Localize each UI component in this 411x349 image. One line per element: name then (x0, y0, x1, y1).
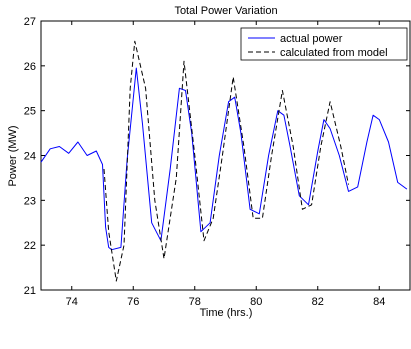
y-tick-label: 26 (24, 61, 36, 73)
y-axis-label: Power (MW) (7, 125, 19, 186)
y-tick-label: 23 (24, 195, 36, 207)
legend: actual power calculated from model (240, 27, 408, 61)
x-tick-label: 74 (66, 296, 78, 308)
plot-frame (40, 20, 411, 291)
series-line-calculated-from-model (103, 40, 349, 282)
x-tick-label: 78 (189, 296, 201, 308)
chart-title: Total Power Variation (174, 5, 277, 17)
y-axis: 21 22 23 24 25 26 27 (24, 16, 410, 297)
y-tick-label: 21 (24, 285, 36, 297)
legend-label-calculated-from-model: calculated from model (280, 47, 388, 59)
x-tick-label: 76 (127, 296, 139, 308)
x-axis-label: Time (hrs.) (200, 307, 253, 319)
x-tick-label: 80 (250, 296, 262, 308)
series-layer (40, 40, 408, 282)
legend-label-actual-power: actual power (280, 33, 343, 45)
y-tick-label: 24 (24, 151, 36, 163)
legend-box (240, 27, 408, 61)
y-tick-label: 22 (24, 240, 36, 252)
y-tick-label: 25 (24, 106, 36, 118)
x-tick-label: 84 (373, 296, 385, 308)
y-tick-label: 27 (24, 16, 36, 28)
x-axis: 74 76 78 80 82 84 (66, 21, 385, 308)
series-line-actual-power (40, 67, 408, 251)
x-tick-label: 82 (312, 296, 324, 308)
